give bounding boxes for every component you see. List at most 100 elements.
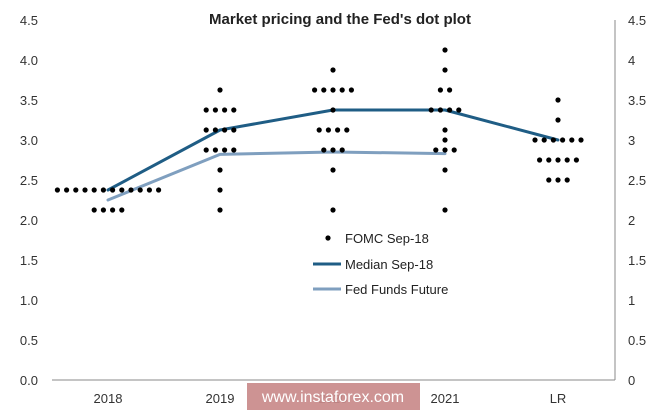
y-tick-label-left: 1.5	[20, 253, 38, 268]
legend-label-futures: Fed Funds Future	[345, 282, 448, 297]
fomc-dot	[555, 157, 561, 163]
fomc-dot	[212, 127, 218, 133]
fomc-dot	[442, 137, 448, 143]
y-tick-label-left: 3.0	[20, 133, 38, 148]
fomc-dot	[217, 207, 223, 213]
fomc-dot	[316, 127, 322, 133]
fomc-dot	[217, 167, 223, 173]
y-tick-label-right: 0	[628, 373, 635, 388]
fomc-dot	[146, 187, 152, 193]
fomc-dots	[54, 47, 584, 213]
fomc-dot	[339, 147, 345, 153]
fomc-dot	[447, 87, 453, 93]
fomc-dot	[91, 207, 97, 213]
fomc-dot	[321, 147, 327, 153]
y-axis-right: 0 0.5 1 1.5 2 2.5 3 3.5 4 4.5	[628, 13, 646, 388]
fomc-dot	[73, 187, 79, 193]
y-tick-label-left: 2.0	[20, 213, 38, 228]
fomc-dot	[64, 187, 70, 193]
fomc-dot	[217, 87, 223, 93]
y-tick-label-right: 3	[628, 133, 635, 148]
fomc-dot	[555, 117, 561, 123]
fomc-dot	[91, 187, 97, 193]
y-tick-label-right: 2.5	[628, 173, 646, 188]
fomc-dot	[456, 107, 462, 113]
fomc-dot	[312, 87, 318, 93]
y-tick-label-right: 1.5	[628, 253, 646, 268]
y-tick-label-right: 4.5	[628, 13, 646, 28]
x-tick-label: 2018	[94, 391, 123, 406]
fomc-dot	[335, 127, 341, 133]
fomc-dot	[231, 127, 237, 133]
fomc-dot	[82, 187, 88, 193]
fomc-dot	[330, 147, 336, 153]
y-tick-label-right: 1	[628, 293, 635, 308]
fomc-dot	[573, 157, 580, 163]
watermark-background	[247, 383, 420, 410]
chart-title: Market pricing and the Fed's dot plot	[209, 11, 471, 28]
y-tick-label-left: 0.5	[20, 333, 38, 348]
y-tick-label-right: 4	[628, 53, 635, 68]
x-tick-label: LR	[550, 391, 567, 406]
fomc-dot	[442, 127, 448, 133]
fomc-dot	[203, 107, 209, 113]
legend-dot-marker	[325, 235, 331, 241]
series-lines	[106, 108, 560, 202]
y-tick-label-left: 2.5	[20, 173, 38, 188]
fomc-dot	[222, 147, 228, 153]
fomc-dot	[578, 137, 584, 143]
fomc-dot	[437, 87, 443, 93]
fomc-dot	[100, 187, 106, 193]
fomc-dot	[330, 107, 336, 113]
x-tick-label: 2019	[206, 391, 235, 406]
fomc-dot	[560, 137, 566, 143]
fomc-dot	[128, 187, 134, 193]
fomc-dot	[217, 187, 223, 193]
y-tick-label-right: 2	[628, 213, 635, 228]
fomc-dot	[325, 127, 331, 133]
fomc-dot	[119, 187, 125, 193]
fomc-dot	[546, 157, 552, 163]
fomc-dot	[119, 207, 125, 213]
fomc-dot	[442, 67, 448, 73]
fomc-dot	[428, 107, 434, 113]
legend-label-median: Median Sep-18	[345, 257, 433, 272]
y-axis-left: 0.0 0.5 1.0 1.5 2.0 2.5 3.0 3.5 4.0 4.5	[20, 13, 38, 388]
fomc-dot	[156, 187, 162, 193]
fomc-dot	[550, 137, 557, 143]
fomc-dot	[339, 87, 345, 93]
fomc-dot	[447, 107, 453, 113]
x-tick-label: 2021	[431, 391, 460, 406]
fomc-dot	[433, 147, 439, 153]
fomc-dot	[222, 107, 228, 113]
watermark: www.instaforex.com	[247, 383, 420, 410]
fomc-dot	[546, 177, 552, 183]
fomc-dot	[564, 157, 570, 163]
fomc-dot	[330, 67, 336, 73]
fomc-dot	[348, 87, 354, 93]
fomc-dot	[442, 47, 448, 53]
legend-label-fomc: FOMC Sep-18	[345, 231, 429, 246]
fomc-dot	[541, 137, 547, 143]
y-tick-label-left: 3.5	[20, 93, 38, 108]
fomc-dot	[569, 137, 575, 143]
y-tick-label-right: 3.5	[628, 93, 646, 108]
fomc-dot	[555, 177, 561, 183]
legend: FOMC Sep-18 Median Sep-18 Fed Funds Futu…	[313, 231, 448, 297]
fomc-dot	[110, 207, 116, 213]
fomc-dot	[442, 167, 448, 173]
fomc-dot	[110, 187, 116, 193]
fomc-dot	[330, 207, 336, 213]
fomc-dot	[344, 127, 350, 133]
fomc-dot	[330, 167, 336, 173]
fomc-dot	[231, 107, 237, 113]
y-tick-label-right: 0.5	[628, 333, 646, 348]
fomc-dot	[321, 87, 327, 93]
fomc-dot	[555, 97, 561, 103]
fomc-dot	[231, 147, 237, 153]
fomc-dot	[442, 147, 448, 153]
fomc-dot	[437, 107, 443, 113]
fomc-dot	[442, 207, 448, 213]
y-tick-label-left: 4.0	[20, 53, 38, 68]
